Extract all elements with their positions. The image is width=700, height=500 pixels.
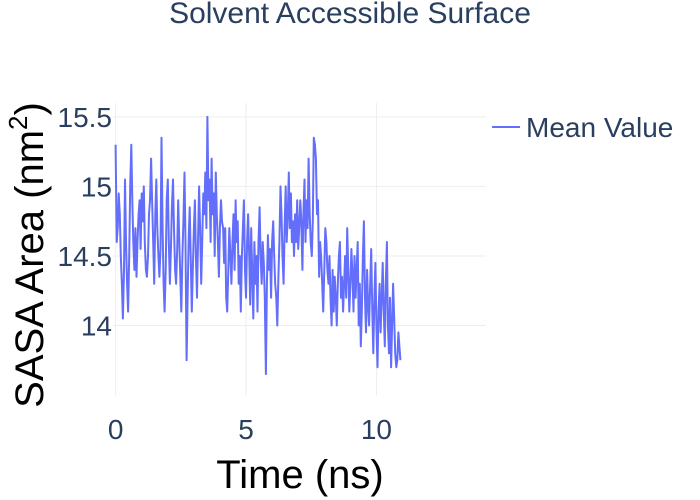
x-tick-label: 10 — [361, 414, 392, 445]
series-line-mean-value — [114, 115, 402, 376]
y-axis-title-superscript: 2 — [3, 115, 33, 129]
legend: Mean Value — [492, 112, 673, 143]
y-axis-title-close: ) — [8, 102, 52, 115]
y-axis-title: SASA Area (nm2) — [3, 102, 52, 408]
y-tick-label: 14 — [81, 310, 112, 341]
y-tick-label: 14.5 — [58, 241, 113, 272]
y-tick-label: 15.5 — [58, 102, 113, 133]
x-tick-label: 0 — [108, 414, 124, 445]
x-tick-label: 5 — [238, 414, 254, 445]
y-axis-title-main: SASA Area (nm — [8, 130, 52, 408]
x-axis-title: Time (ns) — [216, 453, 383, 497]
y-axis-ticks: 14 14.5 15 15.5 — [58, 102, 113, 342]
chart-title: Solvent Accessible Surface — [169, 0, 531, 30]
y-tick-label: 15 — [81, 171, 112, 202]
x-axis-ticks: 0 5 10 — [108, 414, 392, 445]
series-layer — [114, 115, 402, 376]
legend-label: Mean Value — [526, 112, 673, 143]
